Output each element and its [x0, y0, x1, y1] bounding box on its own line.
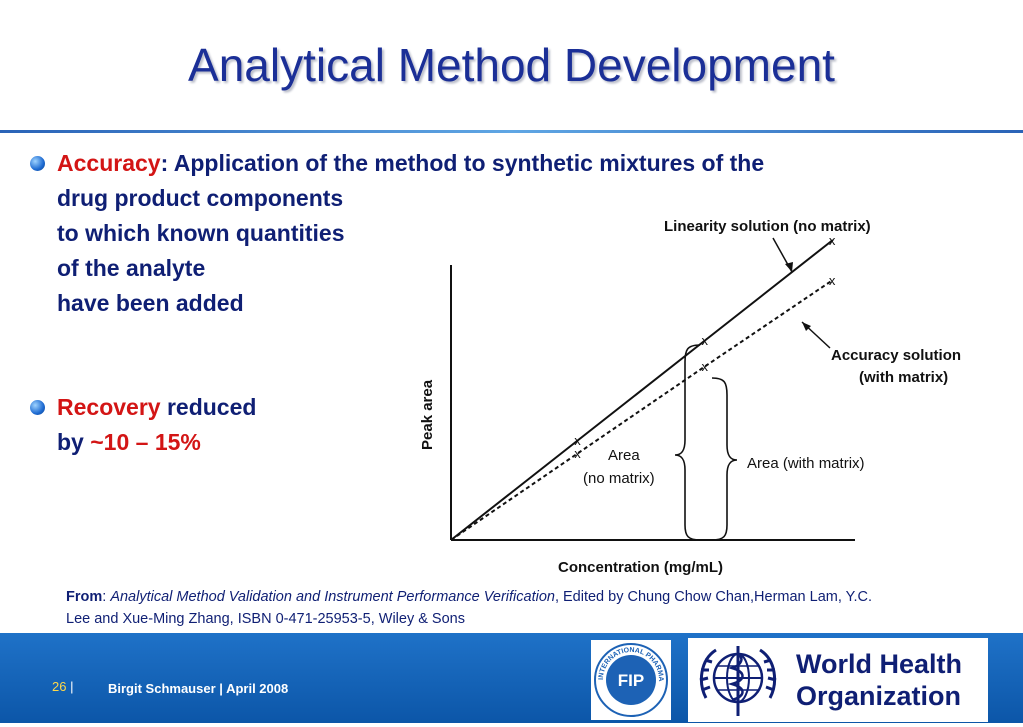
page-number-value: 26: [52, 679, 67, 694]
source-book-title: Analytical Method Validation and Instrum…: [110, 589, 555, 605]
who-line1: World Health: [796, 649, 963, 679]
series-point-1-3: x: [829, 273, 836, 288]
who-logo: [688, 638, 988, 722]
y-axis-label: Peak area: [419, 379, 436, 450]
brace-no-matrix: [674, 344, 701, 541]
accuracy-label-1: Accuracy solution: [831, 347, 961, 364]
bullet-recovery-line2: by ~10 – 15%: [57, 425, 377, 460]
linearity-arrow-head-icon: [785, 262, 793, 272]
bullet-recovery-line1: Recovery reduced: [57, 390, 377, 425]
page-separator: |: [70, 679, 74, 694]
accuracy-arrow-head-icon: [802, 322, 811, 331]
brace-with-matrix: [711, 377, 738, 541]
series-line-1: [450, 279, 834, 541]
who-wordmark: World Health Organization: [796, 648, 962, 712]
fip-logo: INTERNATIONAL PHARMACEUTICAL FEDERATION …: [588, 635, 671, 720]
accuracy-label-2: (with matrix): [859, 369, 948, 386]
footer-date: April 2008: [226, 681, 289, 696]
bullet-accuracy-text: : Application of the method to synthetic…: [160, 150, 765, 176]
bullet-accuracy-line5: have been added: [57, 290, 244, 316]
x-axis-label: Concentration (mg/mL): [558, 559, 723, 576]
series-point-0-2: x: [702, 333, 709, 348]
footer-credits: Birgit Schmauser | April 2008: [108, 681, 288, 696]
who-line2: Organization: [796, 681, 962, 711]
series-point-0-1: x: [574, 433, 581, 448]
area-no-matrix-label-2: (no matrix): [583, 470, 655, 487]
fip-text: FIP: [618, 671, 644, 690]
bullet-keyword-recovery: Recovery: [57, 394, 161, 420]
bullet-accuracy: Accuracy: Application of the method to s…: [30, 146, 977, 321]
source-colon: :: [102, 589, 111, 605]
series-line-0: [450, 239, 834, 541]
bullet-recovery-prefix: by: [57, 429, 91, 455]
source-citation: From: Analytical Method Validation and I…: [66, 586, 966, 630]
source-from-label: From: [66, 589, 103, 605]
source-line1: From: Analytical Method Validation and I…: [66, 586, 966, 608]
title-divider: [0, 130, 1023, 133]
series-point-0-3: x: [829, 233, 836, 248]
bullet-recovery: Recovery reduced by ~10 – 15%: [30, 390, 377, 460]
bullet-accuracy-line1: Accuracy: Application of the method to s…: [57, 146, 977, 181]
footer-separator: |: [219, 681, 223, 696]
bullet-recovery-value: ~10 – 15%: [90, 429, 201, 455]
area-no-matrix-label-1: Area: [608, 447, 640, 464]
who-emblem-icon: [699, 646, 777, 716]
bullet-accuracy-line2: drug product components: [57, 185, 344, 211]
bullet-dot-icon: [30, 156, 45, 171]
bullet-keyword-accuracy: Accuracy: [57, 150, 161, 176]
source-line2: Lee and Xue-Ming Zhang, ISBN 0-471-25953…: [66, 611, 465, 627]
series-point-1-2: x: [702, 359, 709, 374]
bullet-accuracy-line4: of the analyte: [57, 255, 206, 281]
linearity-label: Linearity solution (no matrix): [664, 218, 871, 235]
source-rest: , Edited by Chung Chow Chan,Herman Lam, …: [554, 589, 872, 605]
page-number: 26 |: [52, 679, 73, 694]
slide-title: Analytical Method Development: [188, 39, 835, 91]
area-with-matrix-label: Area (with matrix): [747, 455, 865, 472]
bullet-recovery-text: reduced: [160, 394, 257, 420]
bullet-dot-icon: [30, 400, 45, 415]
fip-logo-icon: INTERNATIONAL PHARMACEUTICAL FEDERATION …: [588, 635, 668, 717]
series-point-1-1: x: [574, 446, 581, 461]
footer-author: Birgit Schmauser: [108, 681, 216, 696]
bullet-accuracy-line3: to which known quantities: [57, 220, 345, 246]
